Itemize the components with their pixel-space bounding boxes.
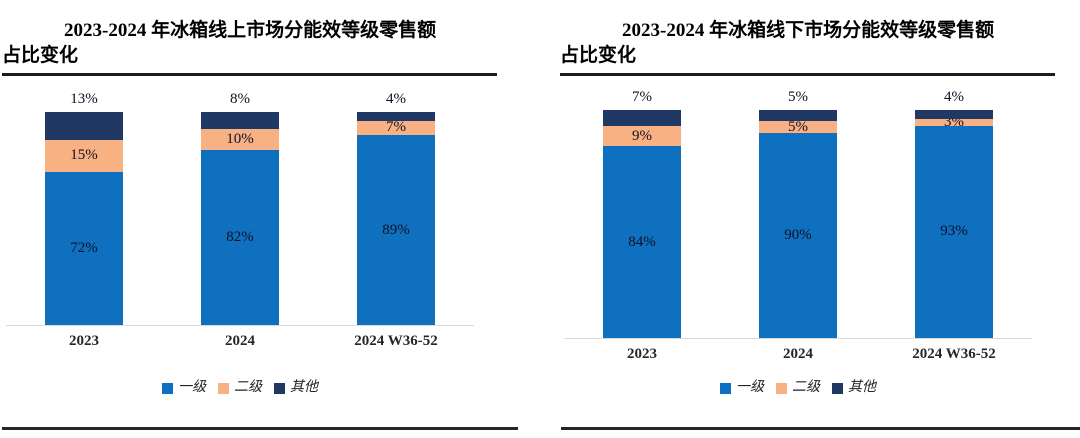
segment-value-label: 10% [226, 131, 254, 148]
bar-segment-一级: 89% [357, 135, 435, 325]
segment-value-label: 89% [382, 221, 410, 238]
legend-swatch-level1 [162, 382, 173, 394]
bar-segment-其他 [357, 112, 435, 121]
chart-title-line1: 2023-2024 年冰箱线下市场分能效等级零售额 [622, 19, 995, 41]
legend-swatch-other [832, 382, 843, 394]
x-axis-labels-online: 2023 2024 2024 W36-52 [6, 333, 474, 353]
x-axis-labels-offline: 2023 2024 2024 W36-52 [564, 346, 1032, 366]
x-axis-category-label: 2023 [69, 333, 99, 349]
bar-segment-一级: 82% [201, 150, 279, 325]
legend-swatch-level1 [720, 382, 731, 394]
legend-label-level1: 一级 [178, 380, 206, 395]
x-axis-category-label: 2024 [783, 346, 813, 362]
legend-item-level2: 二级 [218, 381, 262, 395]
segment-value-label: 9% [632, 127, 652, 144]
chart-panel-offline: 2023-2024 年冰箱线下市场分能效等级零售额 占比变化 84% 9% 7% 90… [558, 0, 1080, 438]
bar-segment-二级: 15% [45, 139, 123, 172]
bar-slot: 84% 9% 7% [564, 0, 720, 338]
bar-segment-二级: 10% [201, 129, 279, 151]
segment-value-label: 7% [386, 119, 406, 136]
bar-segment-一级: 72% [45, 171, 123, 325]
above-bar-value-label: 5% [788, 89, 808, 105]
legend-label-level2: 二级 [234, 380, 262, 395]
bar-slot: 90% 5% 5% [720, 0, 876, 338]
above-bar-value-label: 4% [386, 91, 406, 107]
legend-item-level1: 一级 [162, 381, 206, 395]
bar-segment-其他 [759, 110, 837, 122]
plot-area-offline: 84% 9% 7% 90% 5% 5% 93% 3% 4% [564, 0, 1032, 339]
bar-segment-其他 [915, 110, 993, 120]
legend-swatch-other [274, 382, 285, 394]
legend-item-other: 其他 [274, 381, 318, 395]
chart-title-line1: 2023-2024 年冰箱线上市场分能效等级零售额 [64, 19, 437, 41]
segment-value-label: 72% [70, 239, 98, 256]
bar-segment-二级: 3% [915, 115, 993, 130]
above-bar-value-label: 7% [632, 89, 652, 105]
stacked-bar: 84% 9% [603, 110, 681, 338]
segment-value-label: 93% [940, 223, 968, 240]
segment-value-label: 5% [788, 118, 808, 135]
legend-item-level1: 一级 [720, 381, 764, 395]
chart-title-line2: 占比变化 [560, 44, 637, 66]
bar-segment-二级: 5% [759, 118, 837, 135]
plot-area-online: 72% 15% 13% 82% 10% 8% 89% 7% 4% [6, 0, 474, 326]
legend-label-other: 其他 [848, 380, 876, 395]
stacked-bar: 72% 15% [45, 112, 123, 325]
legend-item-level2: 二级 [776, 381, 820, 395]
stacked-bar: 90% 5% [759, 110, 837, 338]
bar-segment-其他 [603, 110, 681, 126]
segment-value-label: 15% [70, 147, 98, 164]
bar-slot: 82% 10% 8% [162, 0, 318, 325]
bar-segment-一级: 90% [759, 132, 837, 338]
x-axis-category-label: 2024 [225, 333, 255, 349]
chart-legend-offline: 一级 二级 其他 [564, 381, 1032, 395]
chart-title-online: 2023-2024 年冰箱线上市场分能效等级零售额 占比变化 [2, 18, 497, 76]
bar-slot: 89% 7% 4% [318, 0, 474, 325]
bar-segment-二级: 9% [603, 125, 681, 147]
x-axis-category-label: 2023 [627, 346, 657, 362]
segment-value-label: 82% [226, 229, 254, 246]
bar-slot: 93% 3% 4% [876, 0, 1032, 338]
segment-value-label: 90% [784, 226, 812, 243]
chart-panel-online: 2023-2024 年冰箱线上市场分能效等级零售额 占比变化 72% 15% 13%… [0, 0, 518, 438]
bar-segment-一级: 84% [603, 146, 681, 338]
segment-value-label: 84% [628, 233, 656, 250]
legend-swatch-level2 [218, 382, 229, 394]
above-bar-value-label: 4% [944, 89, 964, 105]
stacked-bar: 82% 10% [201, 112, 279, 325]
bar-segment-其他 [45, 112, 123, 140]
bar-segment-其他 [201, 112, 279, 130]
chart-title-line2: 占比变化 [2, 44, 79, 66]
x-axis-category-label: 2024 W36-52 [354, 333, 438, 349]
stacked-bar: 93% 3% [915, 110, 993, 338]
legend-label-other: 其他 [290, 380, 318, 395]
panel-bottom-rule [2, 427, 518, 430]
above-bar-value-label: 13% [70, 91, 98, 107]
panel-bottom-rule [561, 427, 1080, 430]
x-axis-category-label: 2024 W36-52 [912, 346, 996, 362]
chart-title-offline: 2023-2024 年冰箱线下市场分能效等级零售额 占比变化 [560, 18, 1055, 76]
legend-label-level2: 二级 [792, 380, 820, 395]
chart-legend-online: 一级 二级 其他 [6, 381, 474, 395]
bar-segment-二级: 7% [357, 119, 435, 136]
bar-slot: 72% 15% 13% [6, 0, 162, 325]
legend-label-level1: 一级 [736, 380, 764, 395]
stacked-bar: 89% 7% [357, 112, 435, 325]
above-bar-value-label: 8% [230, 91, 250, 107]
legend-item-other: 其他 [832, 381, 876, 395]
bar-segment-一级: 93% [915, 125, 993, 338]
legend-swatch-level2 [776, 382, 787, 394]
